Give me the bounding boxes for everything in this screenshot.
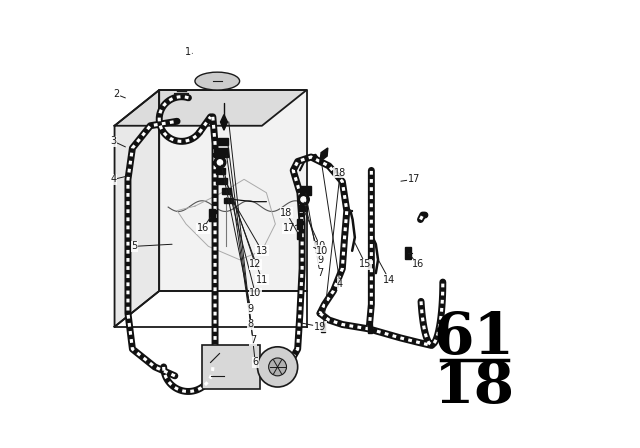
Text: 3: 3 [111, 136, 125, 147]
Polygon shape [115, 90, 159, 327]
Bar [368, 324, 372, 333]
Bar [405, 247, 411, 258]
Polygon shape [115, 90, 307, 126]
Text: 2: 2 [114, 90, 125, 99]
Text: 19: 19 [300, 322, 326, 332]
Circle shape [257, 347, 298, 387]
Text: 10: 10 [304, 211, 326, 251]
Text: 18: 18 [280, 208, 298, 233]
Bar [218, 138, 228, 145]
Circle shape [298, 194, 309, 205]
Bar [216, 178, 227, 184]
Polygon shape [159, 90, 307, 291]
Bar [214, 148, 228, 157]
Circle shape [214, 156, 226, 168]
Text: 18: 18 [323, 168, 346, 325]
Text: 8: 8 [227, 155, 254, 329]
Bar [202, 345, 260, 389]
Bar [297, 232, 301, 239]
Circle shape [218, 160, 223, 165]
Bar [299, 206, 307, 211]
Text: 4: 4 [322, 164, 343, 289]
Bar [297, 219, 301, 229]
Bar [321, 323, 325, 332]
Text: 11: 11 [227, 184, 268, 285]
Text: 13: 13 [234, 203, 268, 256]
Text: 17: 17 [401, 174, 420, 184]
Bar [209, 210, 214, 221]
Text: 16: 16 [410, 255, 424, 269]
Text: 12: 12 [232, 194, 261, 269]
Text: 14: 14 [377, 258, 396, 285]
Text: 18: 18 [433, 359, 515, 415]
Text: 9: 9 [304, 202, 323, 265]
Polygon shape [320, 148, 328, 161]
Bar [300, 186, 311, 194]
Text: 7: 7 [228, 144, 256, 345]
Text: 9: 9 [221, 165, 254, 314]
Text: 16: 16 [197, 217, 211, 233]
Text: 17: 17 [282, 224, 297, 233]
Text: 4: 4 [111, 174, 130, 184]
Text: 61: 61 [433, 310, 515, 366]
Text: 10: 10 [314, 246, 328, 256]
Bar [224, 198, 233, 203]
Polygon shape [221, 115, 227, 130]
Text: 15: 15 [353, 240, 372, 269]
Text: 7: 7 [306, 193, 323, 278]
Circle shape [301, 197, 306, 202]
Text: 6: 6 [228, 122, 259, 367]
Bar [221, 188, 230, 194]
Bar [216, 168, 225, 174]
Text: 5: 5 [132, 241, 172, 251]
Text: 10: 10 [225, 174, 261, 298]
Ellipse shape [195, 72, 239, 90]
Text: 1: 1 [185, 47, 192, 57]
Circle shape [269, 358, 287, 376]
